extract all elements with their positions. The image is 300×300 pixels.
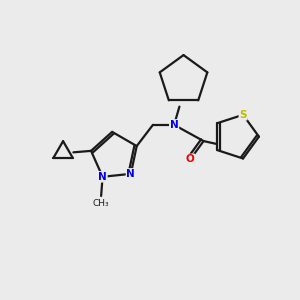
Text: S: S xyxy=(239,110,247,120)
Text: N: N xyxy=(170,120,178,130)
Text: CH₃: CH₃ xyxy=(93,199,110,208)
Text: N: N xyxy=(98,172,107,182)
Text: N: N xyxy=(126,169,135,179)
Text: O: O xyxy=(186,154,195,164)
